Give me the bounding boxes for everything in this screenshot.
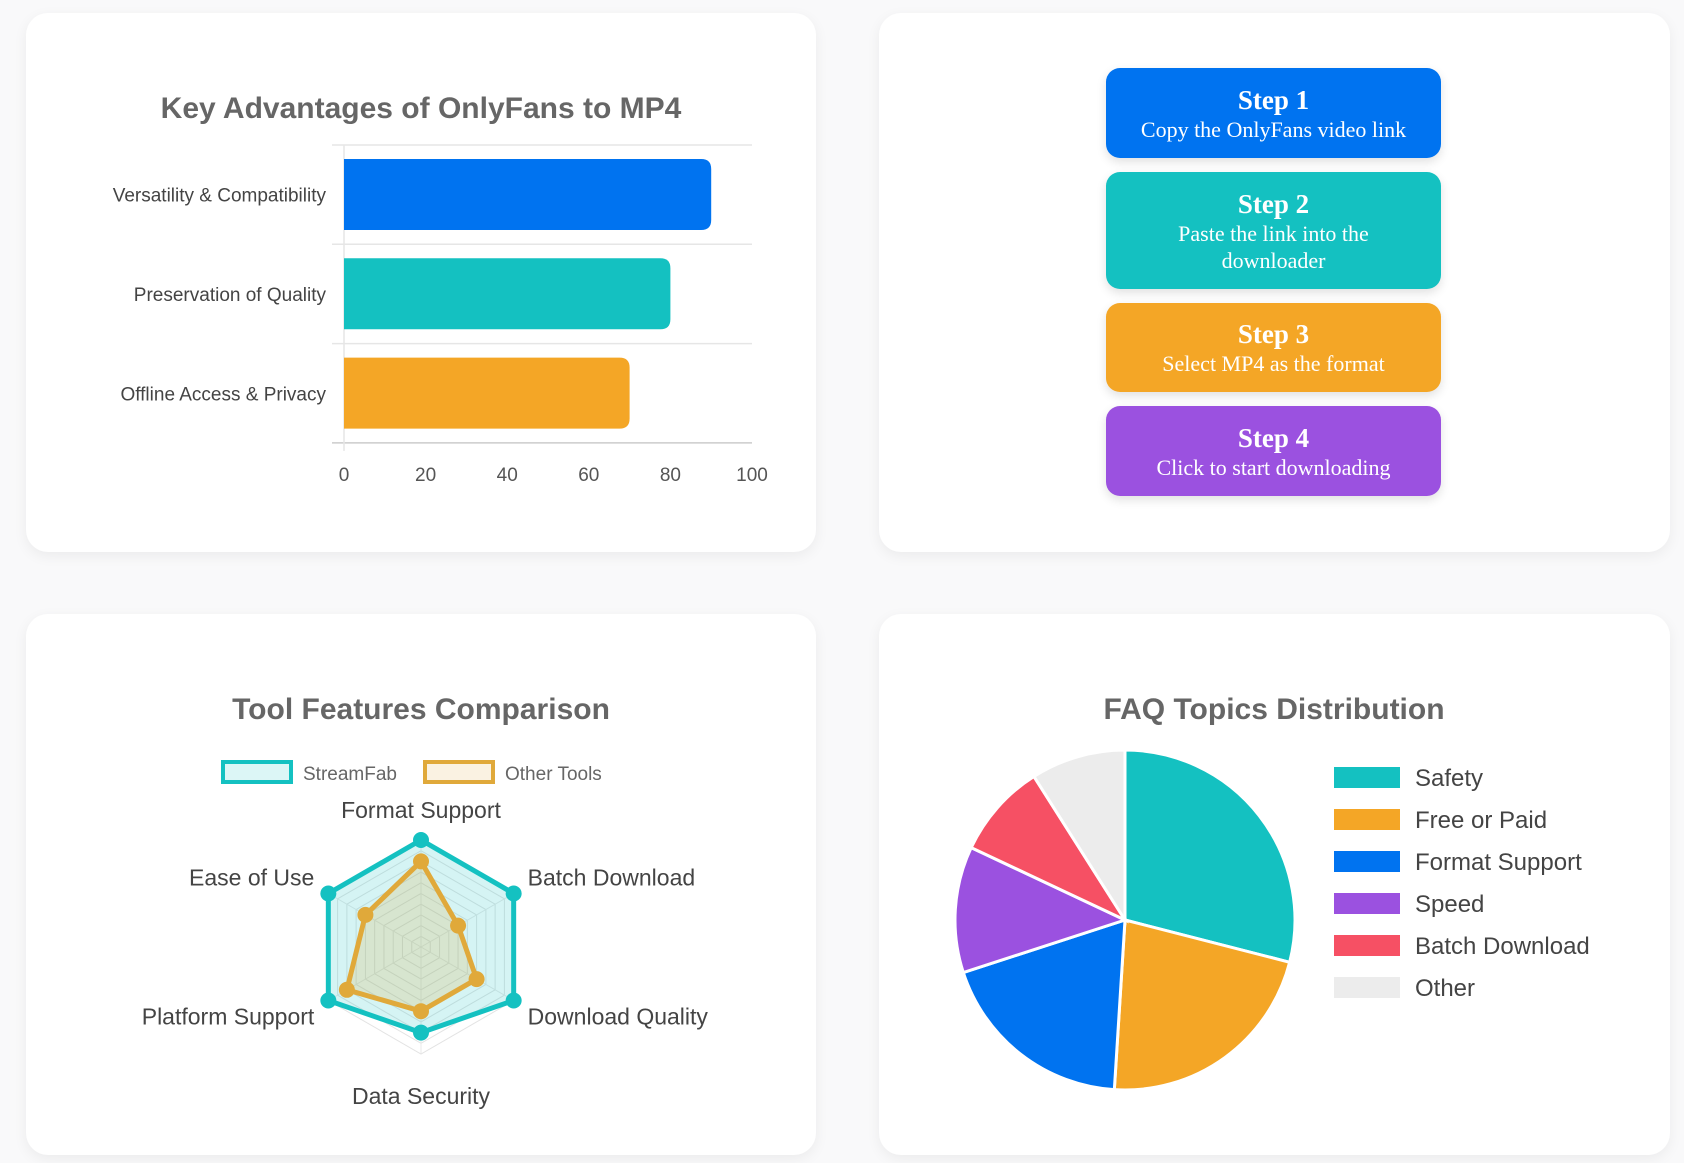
legend-swatch: [1334, 767, 1400, 788]
step-description: Copy the OnlyFans video link: [1140, 116, 1407, 142]
radar-point: [357, 906, 374, 923]
radar-point: [413, 1003, 429, 1020]
radar-chart: Tool Features Comparison StreamFab Other …: [142, 693, 709, 1109]
radar-point: [413, 1024, 429, 1041]
category-label: Preservation of Quality: [134, 285, 327, 306]
steps-card: Step 1 Copy the OnlyFans video link Step 2…: [879, 13, 1670, 552]
pie-chart: FAQ Topics Distribution Safety Free or Pa…: [953, 693, 1590, 1092]
legend-label: Format Support: [1415, 849, 1582, 876]
axis-label: Data Security: [352, 1083, 491, 1109]
step-description: Click to start downloading: [1156, 454, 1391, 480]
legend-swatch: [1334, 977, 1400, 998]
axis-label: Batch Download: [528, 865, 696, 891]
step-title: Step 2: [1237, 188, 1310, 219]
legend-swatch: [1334, 935, 1400, 956]
x-tick-label: 20: [415, 465, 436, 486]
radar-point: [320, 885, 337, 902]
axis-label: Platform Support: [142, 1004, 315, 1030]
legend-swatch: [221, 760, 293, 784]
step-2-card: Step 2 Paste the link into the downloader: [1106, 172, 1441, 289]
step-3-card: Step 3 Select MP4 as the format: [1106, 303, 1441, 392]
grid-spoke: [328, 893, 422, 948]
legend-label: Safety: [1415, 765, 1483, 792]
category-label: Versatility & Compatibility: [113, 186, 327, 207]
axis-label: Download Quality: [528, 1004, 709, 1030]
legend-swatch: [1334, 809, 1400, 830]
category-label: Offline Access & Privacy: [120, 384, 326, 405]
bar: [344, 357, 630, 429]
step-title: Step 4: [1237, 422, 1310, 453]
x-tick-label: 80: [660, 465, 681, 486]
legend-label: StreamFab: [303, 764, 397, 785]
x-tick-label: 100: [736, 465, 768, 486]
axis-label: Format Support: [341, 797, 501, 823]
pie-slice: [953, 845, 1130, 975]
radar-point: [320, 992, 337, 1009]
bar-chart: Key Advantages of OnlyFans to MP4 0 20 40 6…: [113, 92, 768, 486]
x-tick-label: 0: [339, 465, 350, 486]
pie-chart-title: FAQ Topics Distribution: [1103, 693, 1444, 726]
pie-slice: [961, 917, 1127, 1092]
legend-swatch: [1334, 893, 1400, 914]
radar-point: [505, 885, 522, 902]
legend-label: Other: [1415, 975, 1475, 1002]
bar: [344, 258, 671, 330]
axis-label: Ease of Use: [189, 865, 314, 891]
x-tick-label: 60: [578, 465, 599, 486]
pie-slice: [969, 774, 1130, 924]
radar-point: [338, 981, 355, 998]
legend-label: Speed: [1415, 891, 1484, 918]
pie-slice: [1123, 748, 1297, 965]
pie-slice: [1031, 748, 1127, 926]
pie-chart-card: FAQ Topics Distribution Safety Free or Pa…: [879, 614, 1670, 1155]
bar-chart-title: Key Advantages of OnlyFans to MP4: [161, 92, 682, 125]
radar-point: [505, 992, 522, 1009]
radar-chart-title: Tool Features Comparison: [232, 693, 610, 726]
grid-spoke: [420, 893, 514, 948]
radar-point: [413, 853, 429, 870]
step-4-card: Step 4 Click to start downloading: [1106, 406, 1441, 496]
radar-point: [450, 917, 467, 934]
legend-swatch: [423, 760, 495, 784]
step-description: Paste the link into the downloader: [1178, 220, 1369, 273]
step-1-card: Step 1 Copy the OnlyFans video link: [1106, 68, 1441, 158]
step-description: Select MP4 as the format: [1162, 351, 1385, 376]
bar: [344, 159, 712, 230]
radar-point: [468, 971, 485, 988]
radar-chart-card: Tool Features Comparison StreamFab Other …: [26, 614, 816, 1155]
advantages-bar-chart-card: Key Advantages of OnlyFans to MP4 0 20 40 6…: [26, 13, 816, 552]
radar-point: [413, 832, 429, 848]
pie-slice: [1112, 918, 1292, 1092]
grid-spoke: [420, 946, 514, 1001]
legend-label: Other Tools: [505, 764, 602, 785]
step-title: Step 3: [1237, 319, 1310, 349]
x-tick-label: 40: [497, 465, 518, 486]
legend-swatch: [1334, 851, 1400, 872]
step-title: Step 1: [1237, 84, 1310, 115]
legend-label: Free or Paid: [1415, 807, 1547, 834]
legend-label: Batch Download: [1415, 933, 1590, 960]
